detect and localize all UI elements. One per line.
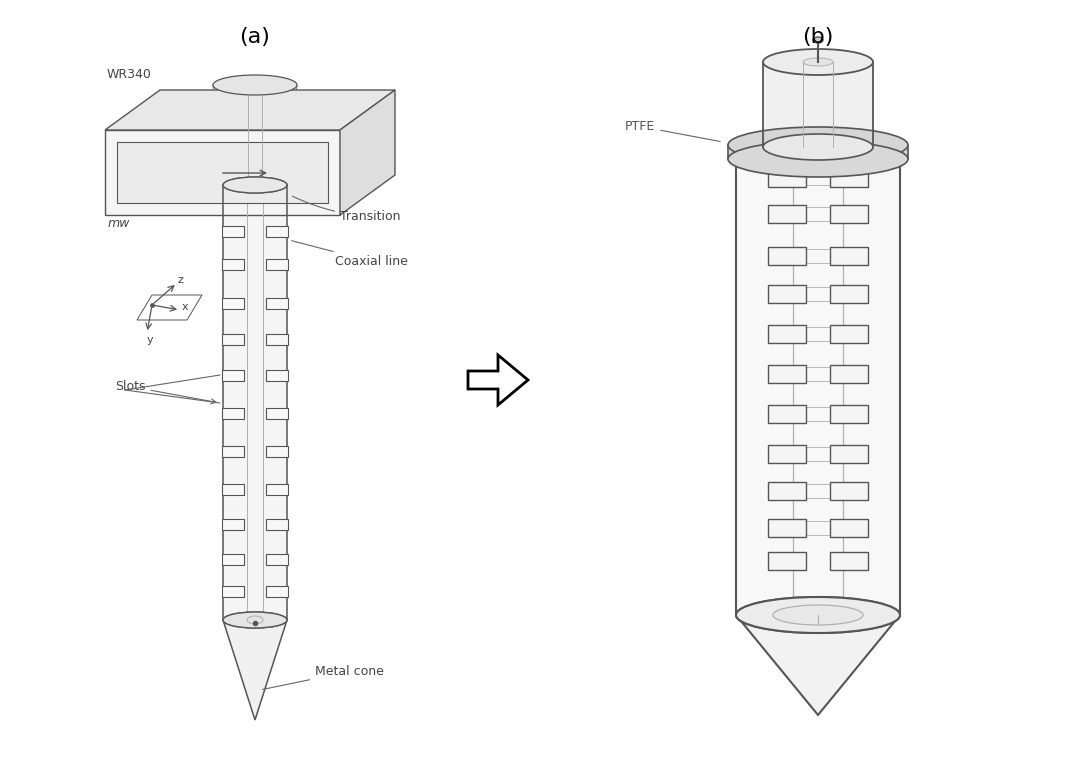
Polygon shape (735, 155, 900, 615)
Ellipse shape (735, 597, 900, 633)
Ellipse shape (222, 612, 287, 628)
Bar (768, 247, 806, 265)
Bar (117, 142, 328, 203)
Bar (266, 334, 288, 345)
Polygon shape (340, 90, 395, 215)
Text: (b): (b) (802, 27, 834, 47)
Text: Metal cone: Metal cone (262, 665, 383, 690)
Text: x: x (183, 302, 189, 312)
Ellipse shape (735, 597, 900, 633)
Ellipse shape (793, 609, 843, 621)
Polygon shape (105, 90, 395, 130)
Bar (266, 226, 288, 237)
Ellipse shape (222, 177, 287, 193)
Bar (222, 334, 244, 345)
Polygon shape (468, 355, 528, 405)
Bar (222, 298, 244, 309)
Bar (266, 586, 288, 597)
Ellipse shape (728, 127, 908, 163)
Bar (266, 519, 288, 530)
Ellipse shape (793, 149, 843, 161)
Bar (804, 447, 833, 461)
Bar (768, 519, 806, 537)
Bar (768, 365, 806, 383)
Ellipse shape (813, 37, 823, 43)
Bar (266, 446, 288, 457)
Text: PTFE: PTFE (625, 120, 720, 142)
Bar (768, 285, 806, 303)
Bar (831, 285, 868, 303)
Bar (831, 169, 868, 187)
Ellipse shape (762, 134, 873, 160)
Bar (831, 247, 868, 265)
Bar (222, 519, 244, 530)
Polygon shape (222, 620, 287, 720)
Bar (831, 519, 868, 537)
Text: y: y (147, 335, 153, 345)
Bar (831, 445, 868, 463)
Bar (831, 365, 868, 383)
Bar (804, 171, 833, 185)
Text: z: z (178, 275, 184, 285)
Polygon shape (762, 62, 873, 147)
Bar (804, 484, 833, 498)
Bar (222, 484, 244, 495)
Bar (804, 367, 833, 381)
Bar (266, 554, 288, 565)
Bar (222, 370, 244, 381)
Bar (768, 445, 806, 463)
Bar (831, 482, 868, 500)
Bar (831, 405, 868, 423)
Polygon shape (728, 145, 908, 159)
Polygon shape (105, 130, 340, 215)
Bar (831, 325, 868, 343)
Ellipse shape (728, 141, 908, 177)
Bar (222, 586, 244, 597)
Bar (222, 259, 244, 270)
Bar (804, 407, 833, 421)
Bar (804, 327, 833, 341)
Ellipse shape (773, 605, 863, 625)
Bar (768, 325, 806, 343)
Ellipse shape (213, 75, 297, 95)
Bar (804, 521, 833, 535)
Text: Coaxial line: Coaxial line (292, 241, 408, 268)
Bar (266, 370, 288, 381)
Bar (768, 405, 806, 423)
Bar (222, 226, 244, 237)
Bar (804, 287, 833, 301)
Bar (222, 408, 244, 419)
Text: mw: mw (108, 217, 131, 230)
Polygon shape (222, 185, 287, 620)
Bar (266, 298, 288, 309)
Ellipse shape (735, 137, 900, 173)
Polygon shape (735, 615, 900, 715)
Text: (a): (a) (240, 27, 270, 47)
Bar (831, 552, 868, 570)
Bar (768, 205, 806, 223)
Bar (266, 408, 288, 419)
Bar (768, 169, 806, 187)
Bar (768, 482, 806, 500)
Text: Slots: Slots (114, 380, 216, 404)
Bar (266, 259, 288, 270)
Bar (804, 207, 833, 221)
Bar (831, 205, 868, 223)
Bar (222, 446, 244, 457)
Ellipse shape (804, 58, 833, 66)
Ellipse shape (762, 49, 873, 75)
Bar (266, 484, 288, 495)
Bar (768, 552, 806, 570)
Text: Transition: Transition (293, 196, 401, 223)
Ellipse shape (222, 177, 287, 193)
Polygon shape (213, 85, 297, 185)
Bar (804, 249, 833, 263)
Bar (222, 554, 244, 565)
Ellipse shape (222, 612, 287, 628)
Text: WR340: WR340 (107, 68, 152, 81)
